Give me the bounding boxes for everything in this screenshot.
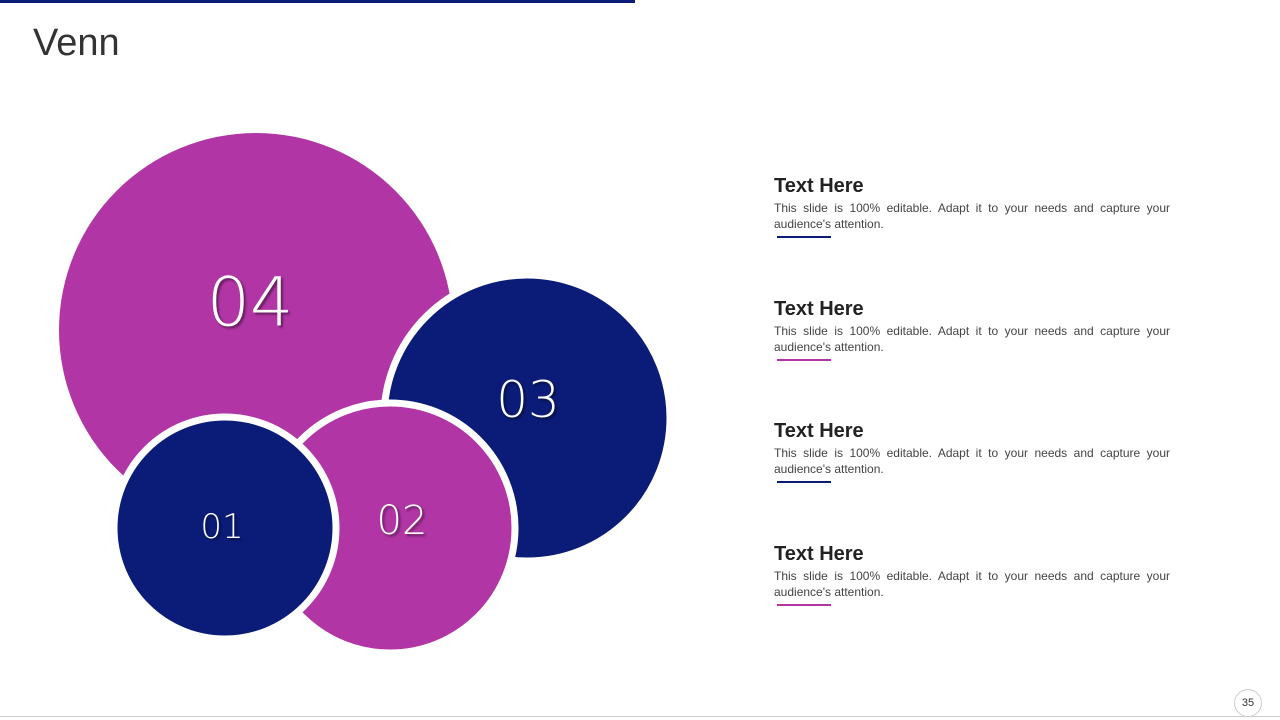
item-heading: Text Here <box>774 175 864 197</box>
page-number: 35 <box>1234 689 1262 717</box>
text-item: Text Here This slide is 100% editable. A… <box>774 543 1170 606</box>
circle <box>110 413 340 643</box>
underline <box>777 359 831 361</box>
text-item: Text Here This slide is 100% editable. A… <box>774 298 1170 361</box>
circle-label: 01 <box>200 507 243 547</box>
top-bar <box>0 0 635 3</box>
underline <box>777 481 831 483</box>
item-heading: Text Here <box>774 543 864 565</box>
circle-label: 04 <box>207 264 294 343</box>
underline <box>777 604 831 606</box>
slide-title: Venn <box>33 22 120 64</box>
item-body: This slide is 100% editable. Adapt it to… <box>774 201 1170 231</box>
item-body: This slide is 100% editable. Adapt it to… <box>774 569 1170 599</box>
item-body: This slide is 100% editable. Adapt it to… <box>774 446 1170 476</box>
item-heading: Text Here <box>774 298 864 320</box>
text-item: Text Here This slide is 100% editable. A… <box>774 420 1170 483</box>
item-heading: Text Here <box>774 420 864 442</box>
text-item: Text Here This slide is 100% editable. A… <box>774 175 1170 238</box>
circle-label: 02 <box>377 498 428 544</box>
underline <box>777 236 831 238</box>
circle-label: 03 <box>496 371 560 429</box>
item-body: This slide is 100% editable. Adapt it to… <box>774 324 1170 354</box>
venn-diagram: 04 03 02 01 <box>59 133 670 653</box>
footer-line <box>0 716 1280 717</box>
